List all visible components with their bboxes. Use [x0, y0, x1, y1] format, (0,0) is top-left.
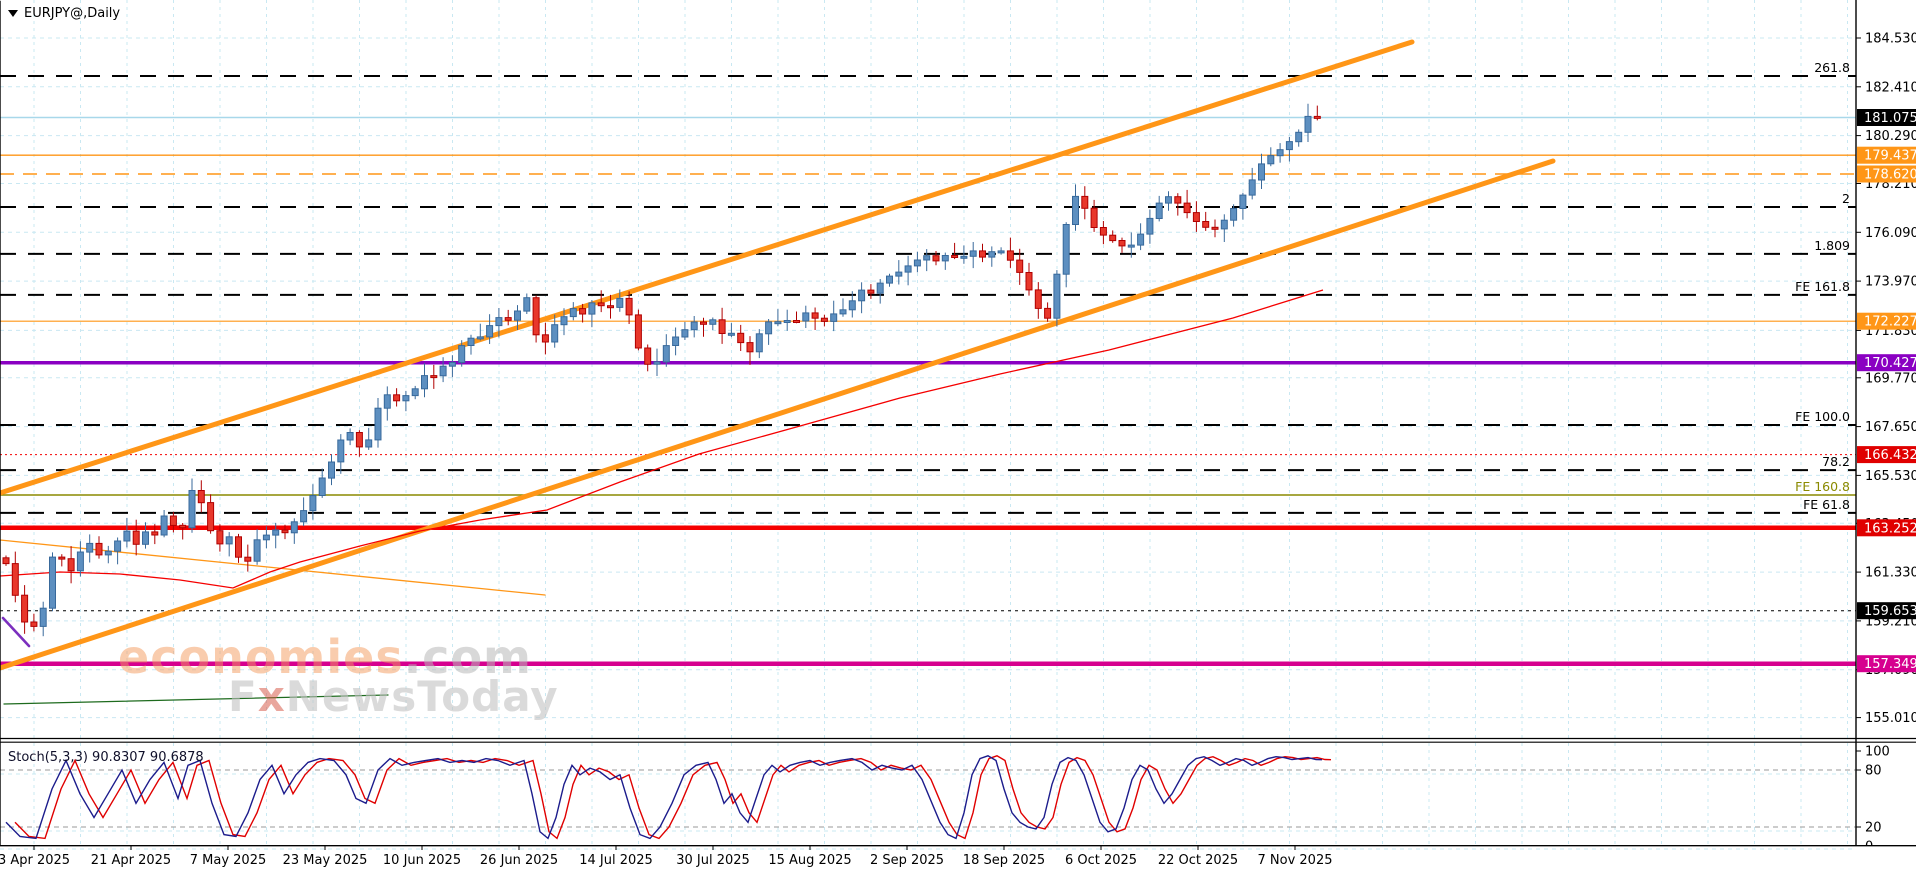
fib-level-label: FE 160.8 [1795, 479, 1850, 494]
date-tick-label: 7 Nov 2025 [1258, 853, 1333, 868]
axis-price-box [1857, 446, 1916, 464]
price-tick-label: 169.770 [1865, 371, 1916, 386]
fib-level-label: 261.8 [1814, 60, 1850, 75]
fib-level-label: 1.809 [1814, 238, 1850, 253]
green-trendline [3, 694, 389, 705]
axis-price-box [1857, 109, 1916, 126]
date-tick-label: 18 Sep 2025 [963, 853, 1045, 868]
stoch-scale-label: 100 [1865, 745, 1890, 760]
date-tick-label: 22 Oct 2025 [1158, 853, 1238, 868]
price-tick-label: 161.330 [1865, 566, 1916, 581]
axis-price-box [1857, 602, 1916, 620]
date-tick-label: 6 Oct 2025 [1065, 853, 1137, 868]
axis-price-box-label: 157.349 [1864, 657, 1916, 672]
price-tick-label: 180.290 [1865, 129, 1916, 144]
date-tick-label: 15 Aug 2025 [768, 853, 851, 868]
date-tick-label: 7 May 2025 [190, 853, 267, 868]
axis-price-box [1857, 312, 1916, 330]
triangle-down-icon [8, 10, 18, 17]
fib-level-label: 2 [1842, 191, 1850, 206]
price-tick-label: 167.650 [1865, 420, 1916, 435]
date-tick-label: 26 Jun 2025 [480, 853, 558, 868]
price-tick-label: 155.010 [1865, 711, 1916, 726]
symbol-dropdown[interactable]: EURJPY@,Daily [8, 6, 120, 21]
purple-arrow-line [1, 616, 31, 648]
lower-channel-line [0, 158, 1556, 671]
symbol-title-label: EURJPY@,Daily [24, 6, 121, 21]
date-tick-label: 30 Jul 2025 [676, 853, 750, 868]
axis-price-box [1857, 165, 1916, 183]
axis-price-box [1857, 354, 1916, 372]
axis-price-box-label: 163.252 [1864, 521, 1916, 536]
axis-price-box [1857, 655, 1916, 673]
fib-level-label: FE 161.8 [1795, 279, 1850, 294]
red-trend-curve [0, 289, 1324, 589]
axis-price-box-label: 172.227 [1864, 315, 1916, 330]
date-tick-label: 21 Apr 2025 [91, 853, 171, 868]
date-tick-label: 23 May 2025 [283, 853, 368, 868]
axis-price-box-label: 178.620 [1864, 168, 1916, 183]
price-tick-label: 173.970 [1865, 275, 1916, 290]
axis-price-box-label: 159.653 [1864, 604, 1916, 619]
date-tick-label: 14 Jul 2025 [579, 853, 653, 868]
price-tick-label: 184.530 [1865, 32, 1916, 47]
axis-price-box [1857, 146, 1916, 164]
main-price-chart[interactable]: FE 160.8 261.8 2 1.809 FE 161.8 FE 100.0 78.2 F… [0, 0, 1916, 743]
axis-price-box-label: 179.437 [1864, 149, 1916, 164]
axis-price-box [1857, 519, 1916, 537]
axis-price-box-label: 166.432 [1864, 448, 1916, 463]
fib-level-label: FE 100.0 [1795, 409, 1850, 424]
stoch-scale-label: 20 [1865, 821, 1882, 836]
stoch-main-line [5, 755, 1323, 840]
date-tick-label: 10 Jun 2025 [383, 853, 461, 868]
price-tick-label: 182.410 [1865, 80, 1916, 95]
stochastic-panel[interactable]: 100 80 20 0 Stoch(5,3,3) 90.8307 90.6878 [0, 743, 1916, 845]
date-tick-label: 3 Apr 2025 [0, 853, 70, 868]
price-tick-label: 176.090 [1865, 226, 1916, 241]
axis-price-box-label: 170.427 [1864, 356, 1916, 371]
stoch-scale-label: 80 [1865, 764, 1882, 779]
fib-level-label: FE 61.8 [1803, 497, 1850, 512]
date-axis: 3 Apr 2025 21 Apr 2025 7 May 2025 23 May 20… [0, 845, 1916, 868]
fib-level-label: 78.2 [1822, 454, 1850, 469]
price-tick-label: 165.530 [1865, 469, 1916, 484]
upper-channel-line [0, 39, 1415, 496]
date-tick-label: 2 Sep 2025 [870, 853, 944, 868]
axis-price-box-label: 181.075 [1864, 111, 1916, 126]
stoch-scale-label: 0 [1865, 840, 1873, 846]
stoch-signal-line [14, 755, 1332, 840]
stoch-indicator-label: Stoch(5,3,3) 90.8307 90.6878 [8, 750, 204, 765]
